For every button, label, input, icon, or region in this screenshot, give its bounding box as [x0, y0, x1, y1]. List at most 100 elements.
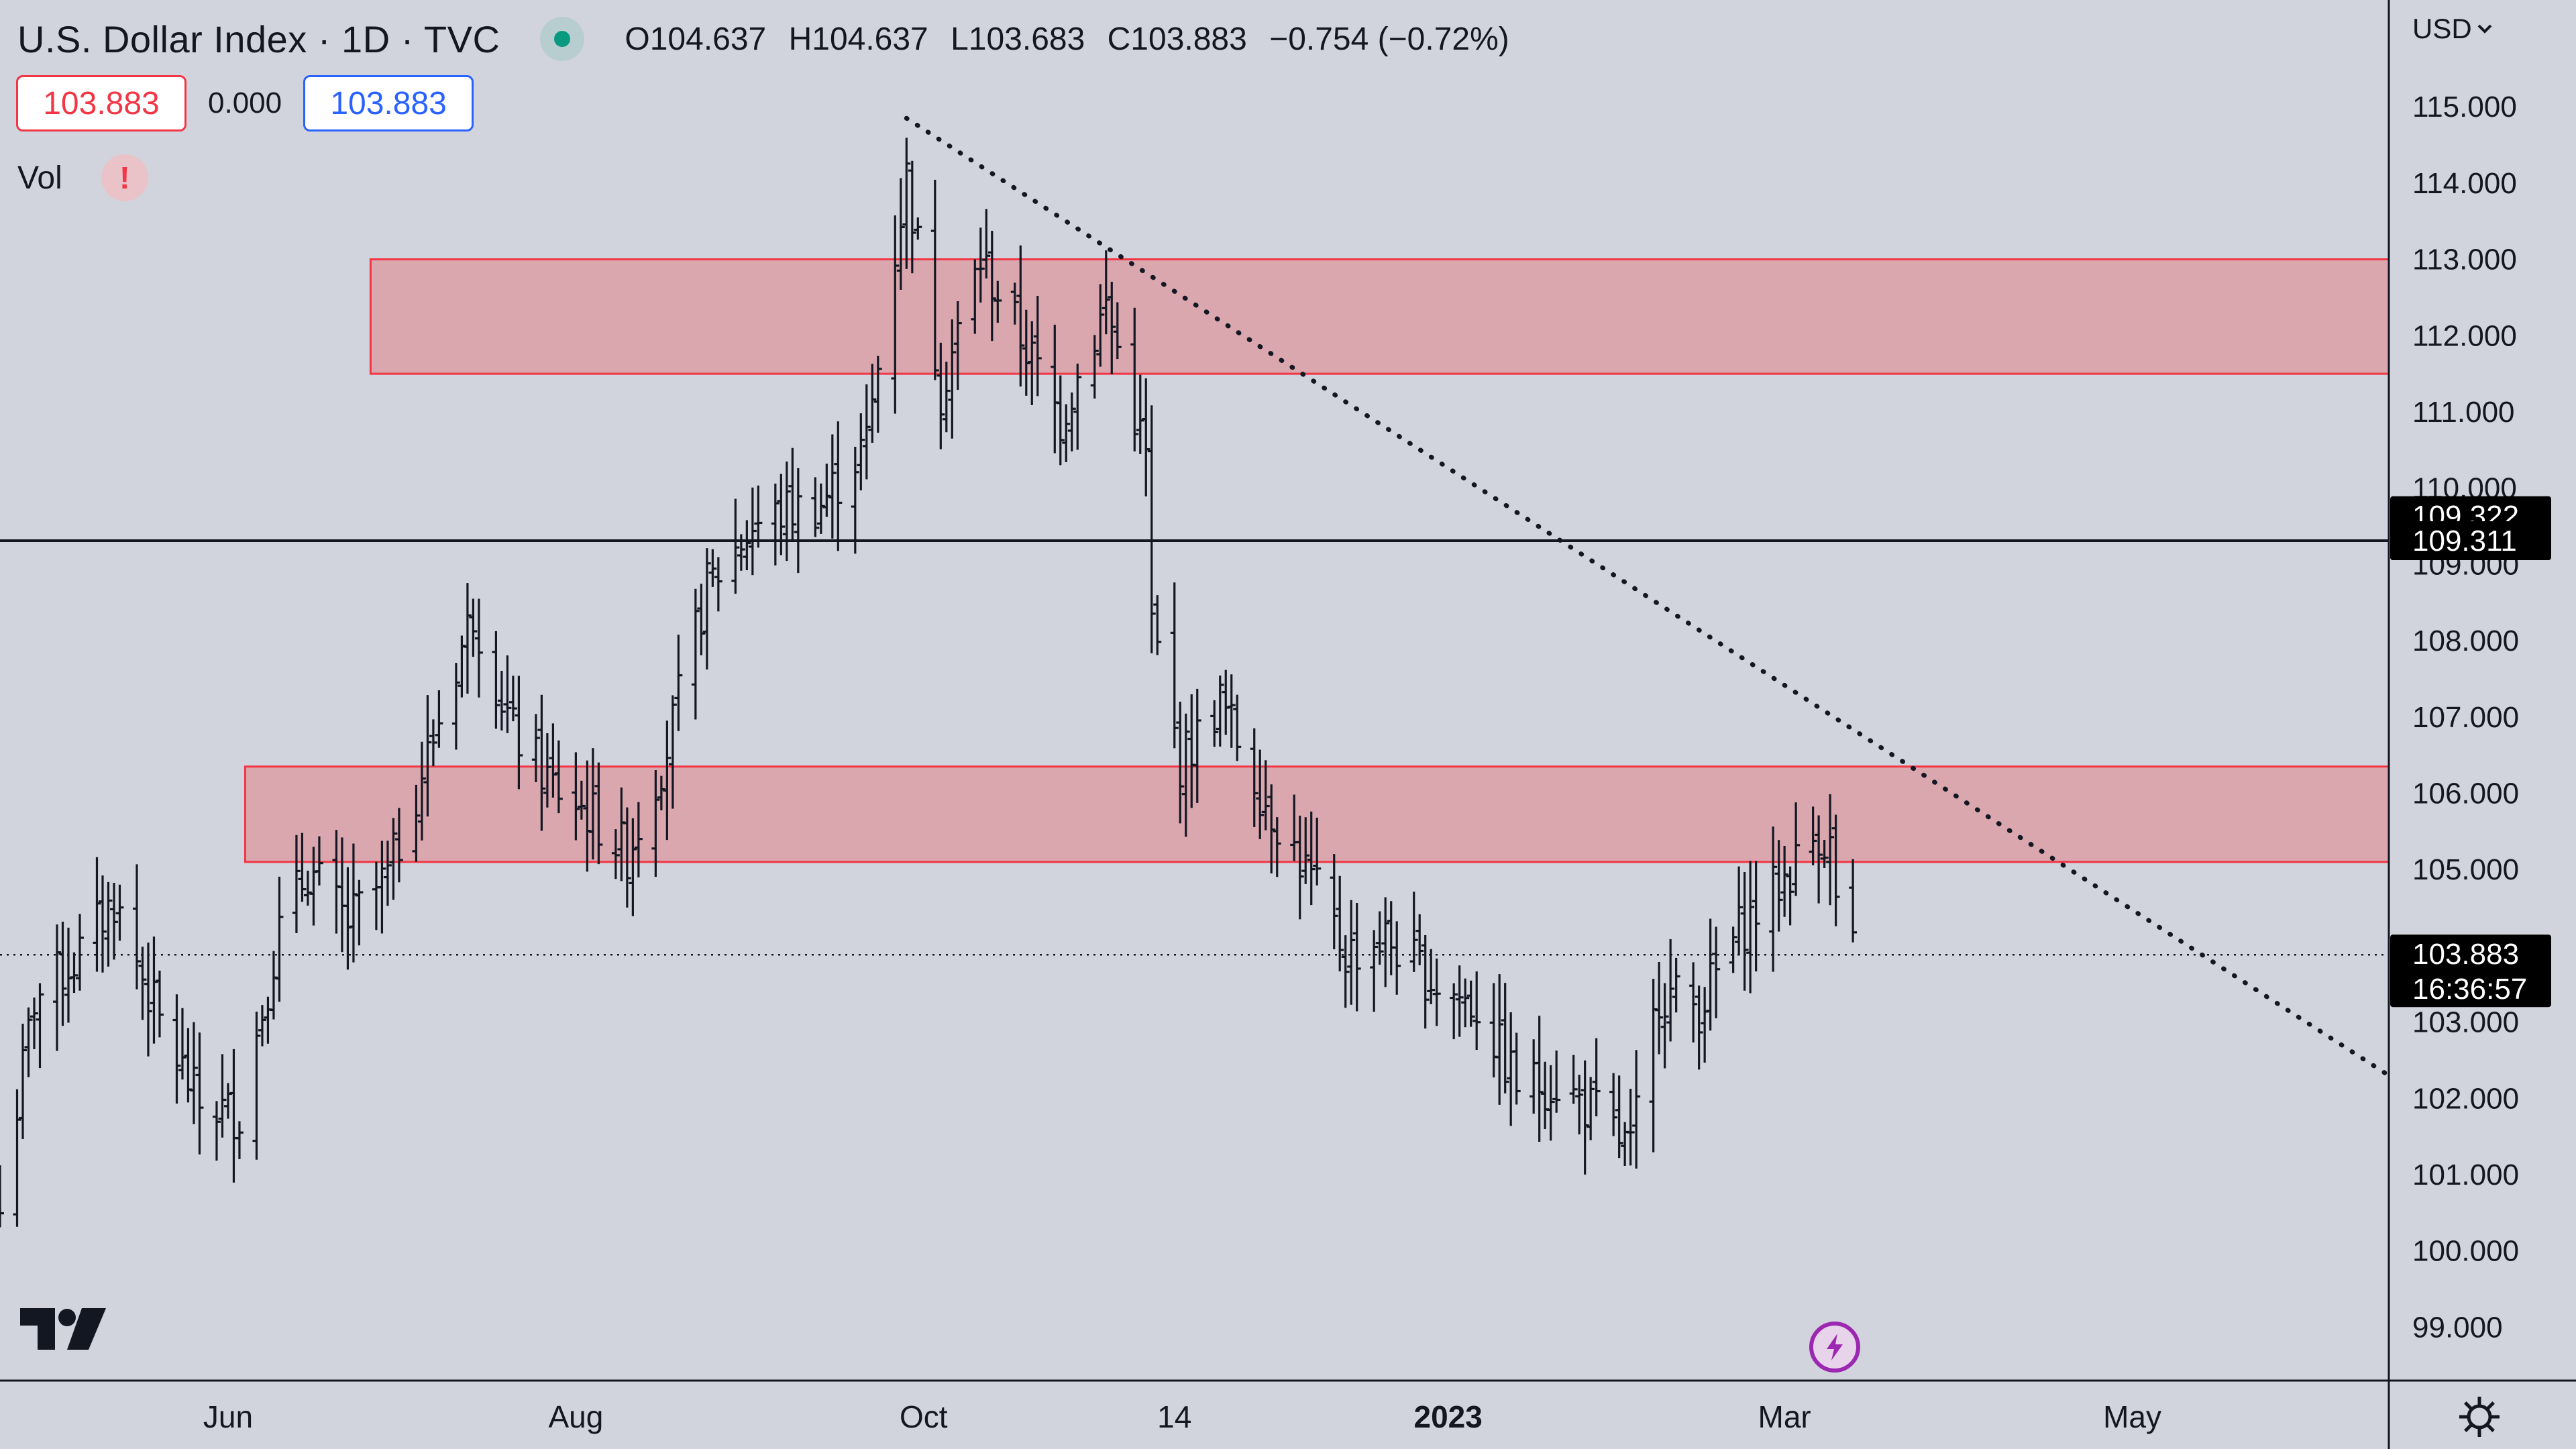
price-bar: [771, 483, 780, 566]
price-bar: [1815, 815, 1823, 904]
price-bar: [52, 924, 61, 1051]
y-tick-label: 105.000: [2412, 853, 2519, 886]
price-bar: [497, 671, 506, 731]
gear-icon[interactable]: [2455, 1393, 2504, 1441]
price-bar: [1387, 901, 1395, 975]
price-bar: [1193, 688, 1201, 803]
price-bar: [115, 884, 124, 941]
price-bar: [515, 676, 523, 790]
price-bar: [902, 138, 911, 269]
price-bar: [834, 421, 843, 551]
price-bar: [1689, 962, 1698, 1043]
price-bar: [292, 835, 301, 933]
change-value: −0.754 (−0.72%): [1269, 21, 1509, 57]
price-bar: [691, 588, 700, 720]
price-bar: [0, 1165, 4, 1228]
price-bar: [1113, 302, 1122, 360]
price-bar: [1432, 958, 1441, 1026]
price-bar: [748, 487, 757, 576]
price-bar: [132, 864, 141, 989]
price-bar: [298, 833, 307, 902]
price-bar: [822, 464, 831, 517]
price-bar: [389, 818, 398, 900]
price-bar: [1831, 814, 1840, 926]
currency-selector[interactable]: USD: [2388, 0, 2576, 58]
price-bar: [868, 364, 877, 443]
symbol-title[interactable]: U.S. Dollar Index · 1D · TVC: [17, 17, 500, 60]
price-bar: [1849, 859, 1858, 943]
price-bar: [714, 557, 722, 612]
price-bar: [355, 879, 364, 946]
currency-label: USD: [2412, 13, 2472, 44]
price-bar: [1626, 1089, 1635, 1166]
price-bar: [36, 983, 44, 1069]
price-bar: [1307, 811, 1316, 906]
sell-price-button[interactable]: 103.883: [16, 75, 186, 131]
volume-label[interactable]: Vol: [17, 160, 62, 196]
price-bar: [976, 227, 985, 303]
price-bar: [1261, 760, 1270, 830]
x-tick-label: May: [2103, 1399, 2161, 1434]
price-bar: [463, 583, 472, 694]
y-tick-label: 114.000: [2412, 167, 2517, 200]
price-bar: [258, 1005, 266, 1046]
price-bar: [172, 994, 181, 1104]
price-bar: [537, 694, 546, 831]
downtrend-line: [904, 115, 2392, 1078]
price-bar: [857, 413, 865, 490]
warning-icon[interactable]: !: [101, 154, 148, 201]
price-bar: [828, 434, 837, 539]
market-status-icon[interactable]: [540, 17, 585, 61]
price-bar: [435, 690, 443, 748]
price-bar: [229, 1049, 238, 1183]
price-bar: [1010, 282, 1019, 325]
price-bar: [1569, 1055, 1578, 1104]
price-bar: [1130, 307, 1139, 451]
price-bar: [1022, 309, 1030, 396]
price-bar: [1546, 1065, 1555, 1141]
price-bar: [1820, 840, 1829, 869]
price-bar: [1102, 250, 1110, 335]
price-bar: [948, 319, 957, 439]
price-bar: [155, 970, 164, 1038]
price-bar: [743, 520, 751, 571]
price-bar: [1740, 871, 1749, 991]
price-bar: [1267, 784, 1276, 873]
lightning-icon[interactable]: [1809, 1322, 1860, 1373]
tradingview-logo-icon[interactable]: [20, 1307, 107, 1351]
price-bar: [1381, 897, 1390, 987]
price-bar: [18, 1024, 27, 1139]
price-bar: [982, 209, 991, 279]
price-bar: [623, 807, 631, 908]
price-bar: [451, 663, 460, 750]
price-bar: [1147, 405, 1156, 653]
price-bar: [93, 857, 101, 972]
price-bar: [1427, 949, 1436, 1005]
price-bar: [412, 784, 421, 862]
price-bar: [1746, 861, 1755, 994]
price-bar: [1056, 375, 1065, 466]
spread-value: 0.000: [208, 87, 282, 119]
price-bar: [383, 841, 392, 906]
price-bar: [987, 231, 996, 341]
price-bar: [1409, 892, 1418, 972]
price-bar: [674, 635, 683, 731]
price-bar: [1712, 926, 1721, 1018]
y-tick-label: 99.000: [2412, 1311, 2503, 1344]
buy-price-button[interactable]: 103.883: [303, 75, 474, 131]
price-bar: [503, 655, 512, 733]
price-bar: [1809, 806, 1817, 865]
y-tick-label: 101.000: [2412, 1159, 2519, 1191]
price-bar: [1489, 983, 1498, 1078]
price-bar: [754, 485, 763, 548]
y-tick-label: 100.000: [2412, 1235, 2519, 1268]
price-bar: [1632, 1050, 1641, 1169]
close-value: C103.883: [1107, 21, 1247, 57]
price-bar: [1609, 1073, 1618, 1136]
price-bar: [1592, 1038, 1601, 1117]
price-bar: [1181, 713, 1190, 837]
price-bar: [1393, 921, 1401, 995]
price-bar: [1250, 728, 1258, 828]
price-bar: [1735, 866, 1743, 956]
